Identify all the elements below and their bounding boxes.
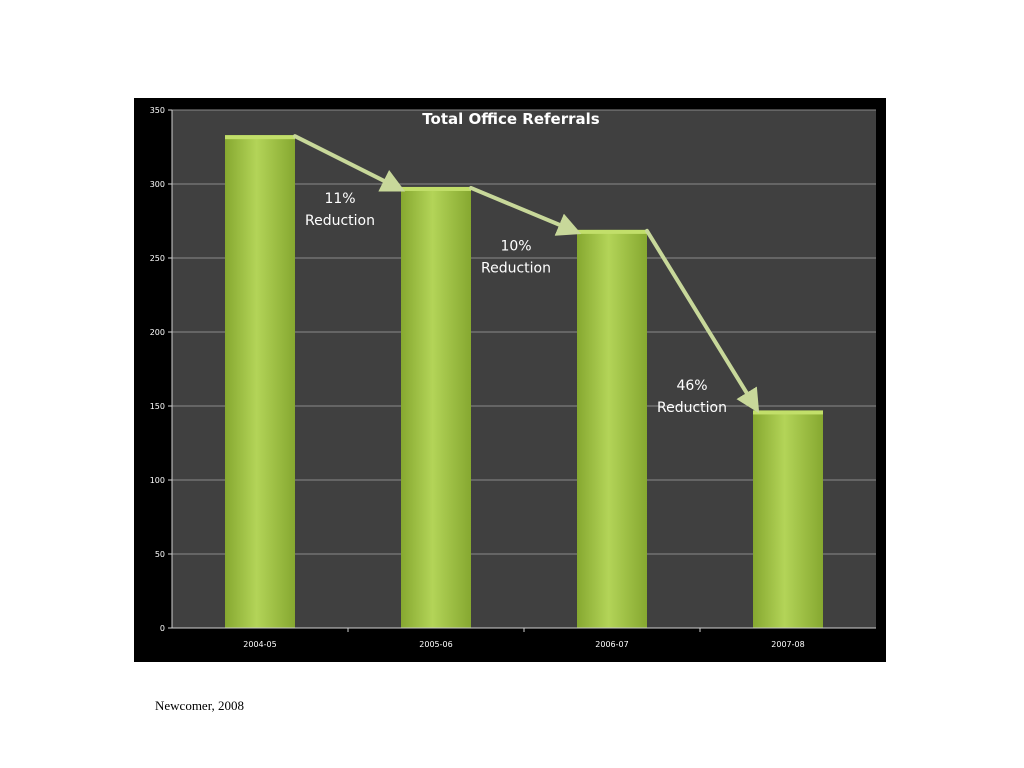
y-tick-label: 0 [160, 624, 165, 633]
y-tick-label: 200 [150, 328, 165, 337]
bar-top-highlight [401, 186, 471, 191]
y-tick-label: 150 [150, 402, 165, 411]
source-note: Newcomer, 2008 [155, 698, 245, 713]
bar-2005-06 [401, 186, 471, 628]
y-tick-label: 350 [150, 106, 165, 115]
y-tick-label: 300 [150, 180, 165, 189]
reduction-arrow [645, 228, 760, 414]
x-tick-label: 2004-05 [243, 640, 276, 649]
reduction-label: 10% [500, 238, 531, 254]
y-tick-label: 50 [155, 550, 165, 559]
x-tick-label: 2007-08 [771, 640, 804, 649]
bar-top-highlight [753, 410, 823, 415]
y-tick-label: 250 [150, 254, 165, 263]
chart-frame: 0 50 100 150 200 250 300 350 2004-05 2005-06 2006-… [134, 98, 886, 662]
bars [225, 135, 823, 628]
reduction-label: 11% [324, 191, 355, 207]
reduction-label: Reduction [657, 400, 727, 416]
bar-2006-07 [577, 229, 647, 628]
bar-chart: 0 50 100 150 200 250 300 350 2004-05 2005-06 2006-… [150, 106, 876, 649]
y-tick-label: 100 [150, 476, 165, 485]
chart-title: Total Office Referrals [422, 110, 599, 128]
reduction-label: Reduction [481, 260, 551, 276]
bar-2007-08 [753, 410, 823, 628]
x-tick-label: 2005-06 [419, 640, 452, 649]
bar-top-highlight [577, 229, 647, 234]
reduction-arrow [293, 134, 406, 192]
reduction-label: Reduction [305, 213, 375, 229]
annotations: 11% Reduction 10% Reduction 46% Reduction [305, 191, 727, 416]
x-tick-label: 2006-07 [595, 640, 628, 649]
reduction-arrows [293, 134, 760, 414]
bar-2004-05 [225, 135, 295, 628]
reduction-label: 46% [676, 378, 707, 394]
bar-top-highlight [225, 135, 295, 140]
axes: 0 50 100 150 200 250 300 350 2004-05 2005-06 2006-… [150, 106, 876, 649]
reduction-arrow [469, 185, 582, 236]
